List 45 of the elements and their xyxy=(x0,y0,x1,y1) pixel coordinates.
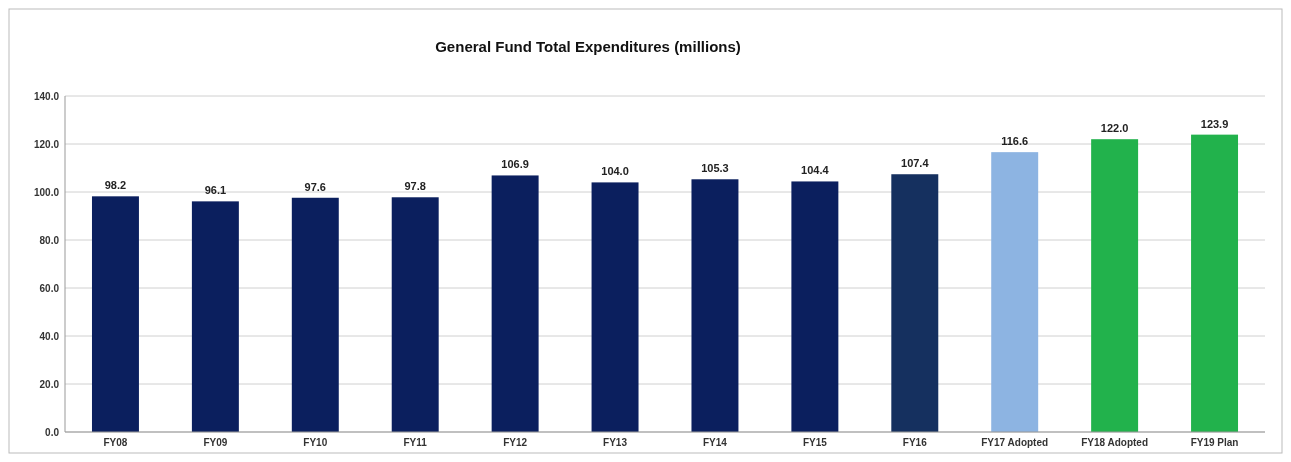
data-label: 106.9 xyxy=(501,158,529,171)
bar xyxy=(891,174,939,432)
y-tick-label: 100.0 xyxy=(33,186,60,198)
x-tick-label: FY10 xyxy=(303,437,328,448)
data-label: 116.6 xyxy=(1001,135,1029,148)
bar xyxy=(291,197,339,432)
bar xyxy=(591,182,639,432)
x-tick-label: FY13 xyxy=(603,437,628,448)
data-label: 96.1 xyxy=(204,184,227,197)
data-label: 107.4 xyxy=(901,157,930,170)
x-tick-label: FY11 xyxy=(403,437,428,448)
y-tick-label: 140.0 xyxy=(33,90,60,102)
chart-title: General Fund Total Expenditures (millions) xyxy=(435,38,741,55)
x-tick-label: FY08 xyxy=(103,437,128,448)
bar xyxy=(991,152,1039,432)
x-tick-label: FY19 Plan xyxy=(1190,437,1239,448)
data-label: 97.6 xyxy=(304,180,326,193)
data-label: 105.3 xyxy=(701,162,729,175)
bar xyxy=(91,196,139,432)
data-label: 97.8 xyxy=(404,180,426,193)
x-tick-label: FY18 Adopted xyxy=(1081,437,1149,448)
y-tick-label: 80.0 xyxy=(39,234,60,246)
y-tick-label: 0.0 xyxy=(45,426,60,438)
bar xyxy=(791,181,839,432)
data-label: 123.9 xyxy=(1200,117,1229,130)
x-tick-label: FY14 xyxy=(703,437,728,448)
data-label: 98.2 xyxy=(104,179,127,192)
y-tick-label: 60.0 xyxy=(39,282,60,294)
bar xyxy=(491,175,539,432)
y-tick-label: 120.0 xyxy=(33,138,60,150)
bar xyxy=(1091,139,1139,432)
x-tick-label: FY15 xyxy=(802,437,828,448)
x-tick-label: FY09 xyxy=(203,437,228,448)
x-tick-label: FY12 xyxy=(503,437,528,448)
data-label: 104.0 xyxy=(601,165,629,178)
data-label: 104.4 xyxy=(801,164,830,177)
bar xyxy=(691,179,739,432)
data-label: 122.0 xyxy=(1100,122,1129,135)
x-tick-label: FY16 xyxy=(902,437,928,448)
bar xyxy=(391,197,439,432)
y-tick-label: 40.0 xyxy=(39,330,60,342)
bar xyxy=(191,201,239,432)
y-tick-label: 20.0 xyxy=(39,378,60,390)
x-tick-label: FY17 Adopted xyxy=(981,437,1049,448)
bar xyxy=(1191,134,1239,432)
